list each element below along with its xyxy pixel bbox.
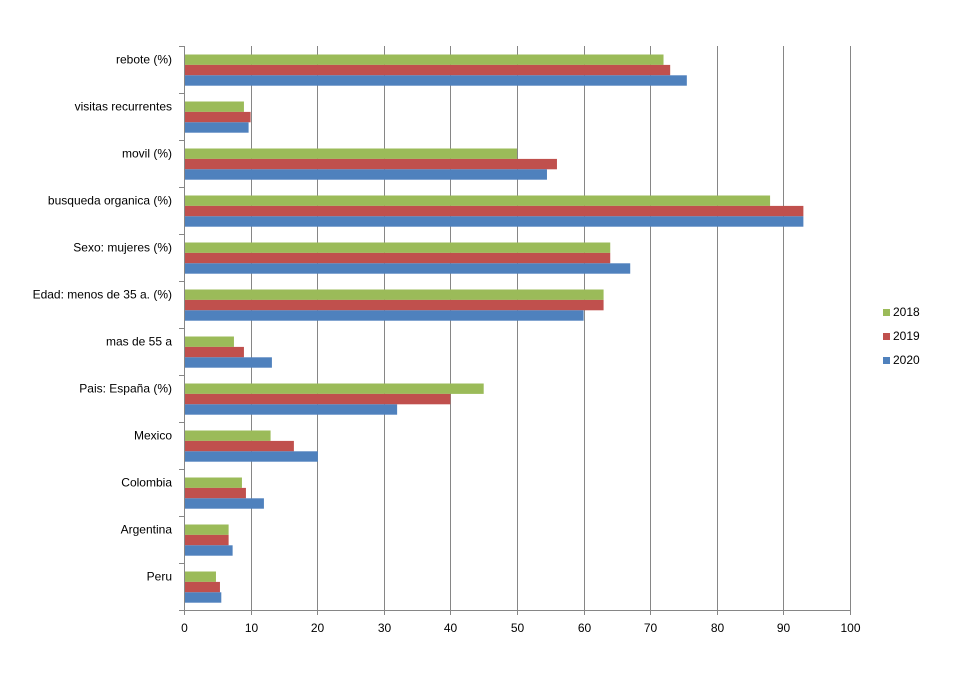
legend-label-2018: 2018 — [893, 305, 920, 319]
x-tick-label: 0 — [181, 621, 188, 635]
x-tick-label: 20 — [311, 621, 325, 635]
bar-2020 — [185, 310, 584, 321]
category-label: Edad: menos de 35 a. (%) — [33, 288, 172, 302]
gridlines — [251, 46, 851, 610]
category-label: Pais: España (%) — [79, 382, 172, 396]
bar-2020 — [185, 498, 264, 509]
category-label: Sexo: mujeres (%) — [73, 241, 172, 255]
bar-2020 — [185, 451, 318, 462]
x-tick-label: 40 — [444, 621, 458, 635]
bar-2019 — [185, 487, 246, 499]
category-label: Argentina — [121, 523, 173, 537]
bar-2019 — [185, 440, 294, 452]
x-tick-label: 10 — [245, 621, 259, 635]
bar-2018 — [185, 54, 664, 65]
bar-2020 — [185, 169, 547, 180]
bar-2018 — [185, 524, 229, 535]
bar-2020 — [185, 592, 222, 603]
x-tick-label: 70 — [644, 621, 658, 635]
bar-2018 — [185, 477, 242, 488]
bar-2020 — [185, 263, 631, 274]
x-tick-label: 50 — [511, 621, 525, 635]
category-label: Peru — [147, 570, 172, 584]
bar-2019 — [185, 252, 611, 264]
bar-2020 — [185, 357, 272, 368]
bar-2019 — [185, 393, 451, 405]
bar-2020 — [185, 404, 398, 415]
axes: 0 10 20 30 40 50 60 70 80 90 100 rebote (%) visitas … — [33, 46, 861, 635]
legend-label-2019: 2019 — [893, 329, 920, 343]
category-label: mas de 55 a — [106, 335, 172, 349]
bars — [185, 54, 804, 603]
legend-swatch-2018 — [883, 309, 890, 316]
x-tick-label: 90 — [777, 621, 791, 635]
bar-2018 — [185, 148, 517, 159]
legend-swatch-2020 — [883, 357, 890, 364]
bar-2018 — [185, 195, 771, 206]
x-tick-label: 60 — [578, 621, 592, 635]
x-tick-label: 30 — [378, 621, 392, 635]
bar-2020 — [185, 216, 804, 227]
category-label: Colombia — [121, 476, 172, 490]
legend-swatch-2019 — [883, 333, 890, 340]
legend-label-2020: 2020 — [893, 353, 920, 367]
bar-2018 — [185, 289, 604, 300]
bar-2018 — [185, 336, 234, 347]
bar-2018 — [185, 101, 244, 112]
bar-2019 — [185, 158, 557, 170]
legend: 2018 2019 2020 — [883, 305, 920, 367]
category-label: visitas recurrentes — [75, 100, 172, 114]
category-label: busqueda organica (%) — [48, 194, 172, 208]
bar-2019 — [185, 64, 671, 76]
bar-2018 — [185, 430, 271, 441]
bar-2020 — [185, 75, 687, 86]
bar-2019 — [185, 534, 229, 546]
bar-2019 — [185, 205, 804, 217]
bar-2019 — [185, 299, 604, 311]
bar-2018 — [185, 571, 216, 582]
bar-2020 — [185, 545, 233, 556]
bar-2020 — [185, 122, 249, 133]
category-label: movil (%) — [122, 147, 172, 161]
bar-2019 — [185, 346, 244, 358]
x-tick-label: 100 — [840, 621, 860, 635]
bar-2019 — [185, 581, 220, 593]
bar-2018 — [185, 242, 611, 253]
bar-2018 — [185, 383, 484, 394]
category-label: rebote (%) — [116, 53, 172, 67]
x-tick-label: 80 — [711, 621, 725, 635]
category-label: Mexico — [134, 429, 172, 443]
bar-2019 — [185, 111, 251, 123]
